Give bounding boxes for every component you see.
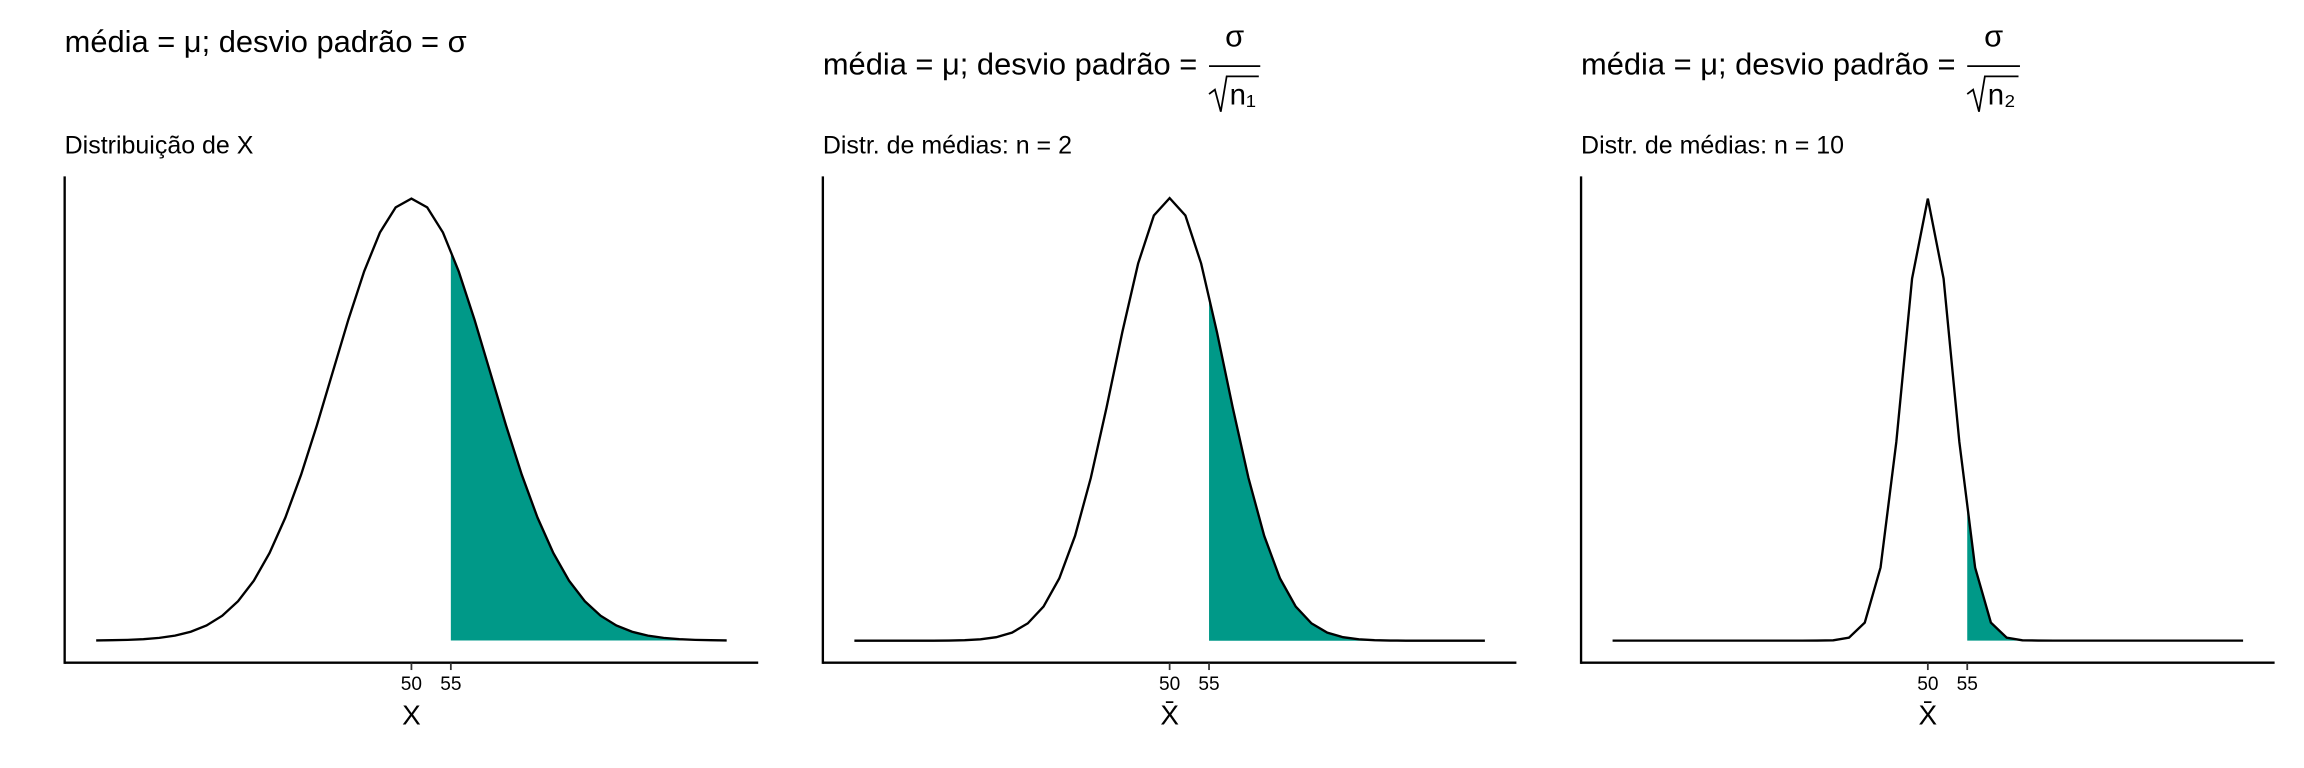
highlight-area bbox=[1967, 504, 2244, 641]
x-tick-label: 55 bbox=[440, 674, 461, 695]
chart-subtitle: Distribuição de X bbox=[65, 132, 254, 160]
highlight-area bbox=[1209, 297, 1485, 641]
x-tick-label: 50 bbox=[1159, 674, 1180, 695]
radical-sign bbox=[1966, 75, 2019, 112]
title-numerator: σ bbox=[1984, 18, 2003, 53]
x-axis-label: X̄ bbox=[1160, 699, 1179, 730]
density-line bbox=[96, 197, 727, 642]
title-denominator: n₂ bbox=[1988, 79, 2016, 112]
chart-title: média = μ; desvio padrão = bbox=[823, 46, 1197, 81]
chart-subtitle: Distr. de médias: n = 2 bbox=[823, 132, 1072, 160]
x-tick-label: 55 bbox=[1198, 674, 1219, 695]
highlight-area bbox=[450, 251, 727, 641]
x-tick-label: 50 bbox=[1917, 674, 1938, 695]
density-line bbox=[1612, 198, 2244, 642]
chart-subtitle: Distr. de médias: n = 10 bbox=[1581, 132, 1844, 160]
title-numerator: σ bbox=[1225, 18, 1244, 53]
x-axis-label: X bbox=[402, 699, 421, 730]
x-tick-label: 55 bbox=[1957, 674, 1978, 695]
title-denominator: n₁ bbox=[1230, 79, 1256, 112]
chart-title: média = μ; desvio padrão = σ bbox=[65, 24, 467, 59]
x-axis-label: X̄ bbox=[1919, 699, 1938, 730]
density-line bbox=[854, 196, 1485, 642]
x-tick-label: 50 bbox=[401, 674, 422, 695]
chart-title: média = μ; desvio padrão = bbox=[1581, 46, 1955, 81]
radical-sign bbox=[1208, 75, 1259, 112]
